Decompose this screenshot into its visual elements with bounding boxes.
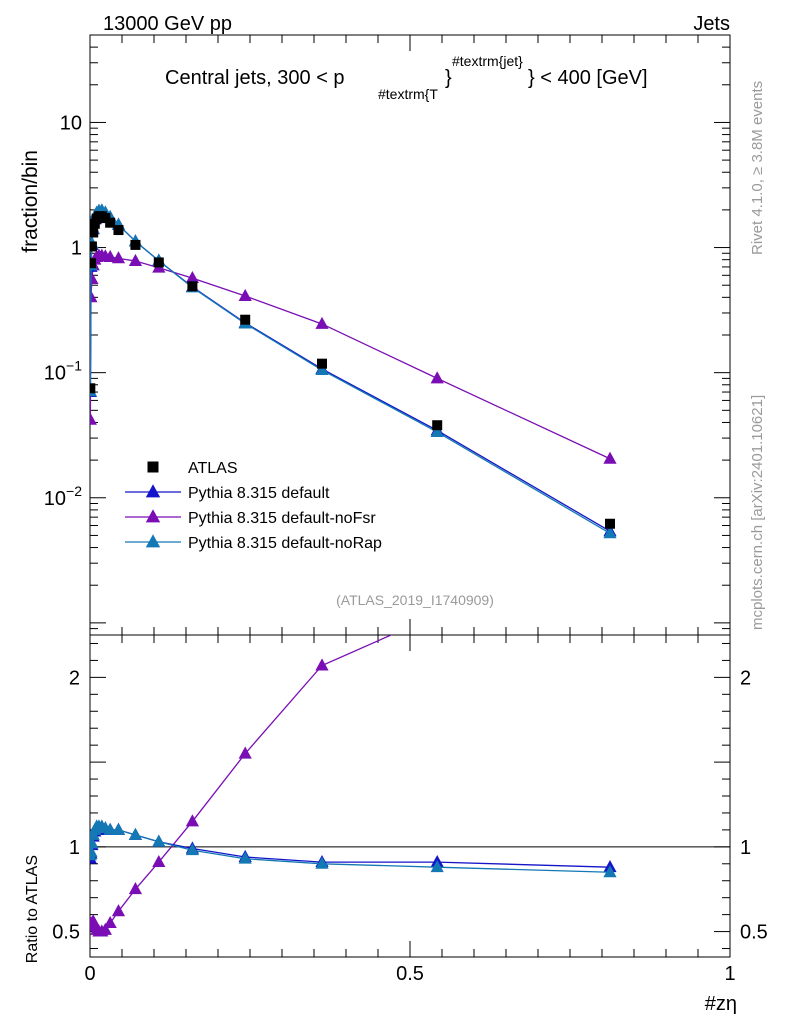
- point-noFsr: [90, 412, 97, 425]
- x-tick-label: 0: [84, 963, 95, 985]
- y-axis-label-ratio: Ratio to ATLAS: [24, 855, 41, 963]
- point-atlas: [605, 518, 615, 529]
- point-noFsr: [430, 371, 444, 384]
- point-atlas: [153, 257, 164, 268]
- y-tick-label-ratio-right: 1: [740, 837, 751, 859]
- point-noFsr: [103, 249, 117, 262]
- y-tick-label-main: 10−2: [44, 483, 82, 510]
- series-line-noFsr: [90, 255, 611, 460]
- ratio-point-noRap: [128, 827, 143, 840]
- point-noFsr: [90, 271, 99, 285]
- point-atlas: [90, 258, 96, 269]
- ratio-point-noRap: [238, 851, 252, 864]
- point-noRap: [315, 362, 329, 375]
- series-layer: [90, 203, 617, 937]
- legend: ATLAS Pythia 8.315 default Pythia 8.315 de…: [125, 460, 382, 552]
- y-tick-label-ratio-left: 2: [69, 667, 80, 689]
- ratio-point-noFsr: [128, 882, 143, 895]
- point-noFsr: [185, 270, 199, 284]
- y-tick-label-main: 1: [71, 238, 82, 260]
- point-atlas: [105, 217, 116, 228]
- legend-marker-atlas: [147, 461, 159, 473]
- header-right: Jets: [693, 13, 730, 35]
- point-noFsr: [90, 290, 98, 303]
- main-frame: [89, 34, 731, 636]
- ratio-point-noRap: [430, 860, 444, 873]
- ratio-frame: [89, 634, 731, 958]
- main-series-layer: [90, 203, 617, 539]
- legend-marker-noFsr: [145, 509, 161, 523]
- side-label-bottom: mcplots.cern.ch [arXiv:2401.10621]: [749, 395, 766, 630]
- legend-label-noFsr: Pythia 8.315 default-noFsr: [188, 510, 376, 527]
- point-noRap: [603, 526, 617, 539]
- y-tick-label-ratio-right: 2: [740, 667, 751, 689]
- legend-marker-noRap: [145, 534, 161, 548]
- ratio-plot-axes: 0.5 0.51 12 20 0.5 1: [52, 634, 768, 985]
- title-sub: #textrm{T: [378, 86, 438, 102]
- x-tick-label: 1: [724, 963, 735, 985]
- ratio-point-noRap: [315, 856, 329, 869]
- point-atlas: [130, 239, 141, 250]
- point-noFsr: [111, 251, 126, 264]
- point-noFsr: [238, 288, 252, 301]
- title-sup: #textrm{jet}: [452, 53, 523, 69]
- title-post: } < 400 [GeV]: [528, 67, 648, 89]
- legend-label-noRap: Pythia 8.315 default-noRap: [188, 535, 382, 552]
- ratio-point-noFsr: [152, 854, 166, 868]
- ratio-series-layer: [90, 608, 617, 937]
- title-brace: }: [445, 67, 452, 89]
- ratio-point-noFsr: [111, 904, 126, 917]
- legend-label-atlas: ATLAS: [188, 460, 238, 477]
- ratio-line-noFsr: [90, 635, 393, 933]
- y-tick-label-main: 10: [60, 112, 82, 134]
- ratio-point-noFsr: [431, 608, 444, 620]
- point-atlas: [240, 314, 251, 325]
- point-atlas: [90, 227, 99, 238]
- side-label-top: Rivet 4.1.0, ≥ 3.8M events: [749, 81, 766, 255]
- legend-label-default: Pythia 8.315 default: [188, 485, 330, 502]
- ratio-point-noFsr: [185, 814, 199, 827]
- point-atlas: [432, 420, 443, 431]
- ratio-point-noRap: [111, 822, 126, 835]
- point-noFsr: [128, 253, 143, 267]
- ratio-point-noFsr: [103, 915, 117, 929]
- ratio-point-noRap: [103, 822, 117, 835]
- header-left: 13000 GeV pp: [103, 13, 232, 35]
- point-atlas: [90, 383, 96, 394]
- chart-title: Central jets, 300 < p #textrm{T } #textr…: [165, 49, 648, 104]
- title-pre: Central jets, 300 < p: [165, 67, 345, 89]
- point-noFsr: [315, 316, 329, 329]
- x-tick-label: 0.5: [396, 963, 424, 985]
- analysis-id: (ATLAS_2019_I1740909): [336, 592, 494, 608]
- ratio-point-noRap: [185, 843, 199, 856]
- ratio-point-noFsr: [315, 658, 329, 671]
- point-atlas: [317, 358, 327, 369]
- point-atlas: [90, 241, 97, 252]
- point-noFsr: [603, 451, 617, 464]
- point-noRap: [430, 424, 444, 438]
- y-tick-label-main: 10−1: [44, 358, 82, 385]
- legend-marker-default: [145, 484, 161, 498]
- point-atlas: [90, 218, 100, 229]
- point-atlas: [113, 225, 124, 236]
- series-line-noRap: [90, 209, 611, 534]
- point-atlas: [187, 281, 198, 292]
- series-line-default: [90, 210, 611, 532]
- ratio-point-noRap: [603, 865, 617, 878]
- x-axis-label: #zη: [705, 993, 737, 1015]
- ratio-point-noFsr: [98, 922, 112, 935]
- y-tick-label-ratio-left: 0.5: [52, 922, 80, 944]
- ratio-point-noFsr: [238, 746, 252, 759]
- ratio-line-default: [90, 827, 611, 868]
- y-tick-label-ratio-left: 1: [69, 837, 80, 859]
- y-tick-label-ratio-right: 0.5: [740, 922, 768, 944]
- main-plot-axes: 10−2 10−1 1 10: [44, 34, 731, 636]
- y-axis-label-main: fraction/bin: [19, 150, 42, 253]
- ratio-point-noRap: [152, 834, 166, 847]
